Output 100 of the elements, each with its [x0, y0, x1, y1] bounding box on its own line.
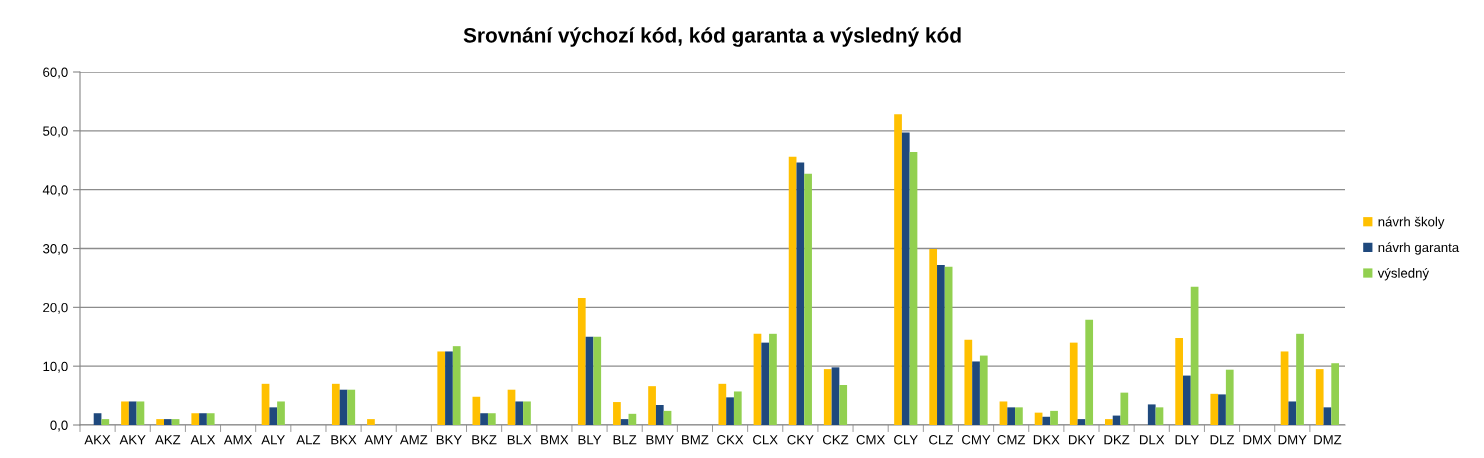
bar	[1069, 342, 1078, 425]
x-tick-label: DMX	[1243, 435, 1272, 445]
bar	[788, 156, 797, 425]
x-tick-label: BKZ	[472, 435, 497, 445]
x-tick-label: AMY	[364, 435, 393, 445]
x-tick-label: CKX	[717, 435, 744, 445]
bar	[507, 389, 516, 425]
y-tick-label: 50,0	[43, 126, 68, 138]
x-tick-label: DKX	[1033, 435, 1060, 445]
x-tick-label: CLY	[894, 435, 918, 445]
x-tick-label: BLY	[578, 435, 602, 445]
bar	[937, 264, 945, 425]
bar	[761, 342, 770, 425]
x-tick-label: ALZ	[296, 435, 321, 445]
x-tick-label: ALX	[190, 435, 216, 445]
chart-title: Srovnání výchozí kód, kód garanta a výsledný kód	[463, 27, 961, 47]
bar	[128, 401, 137, 425]
bar	[831, 367, 840, 425]
bar	[437, 351, 446, 425]
bar	[136, 401, 145, 425]
bar	[823, 369, 832, 425]
bar	[206, 413, 215, 425]
bar	[1331, 363, 1340, 425]
legend-label: návrh garanta	[1378, 242, 1460, 255]
x-tick-label: CLX	[753, 435, 778, 445]
y-tick-label: 40,0	[42, 185, 68, 197]
bar	[1288, 401, 1297, 425]
bar	[472, 396, 481, 425]
bar	[515, 401, 524, 425]
x-tick-label: AMX	[223, 435, 253, 445]
x-tick-label: BLX	[507, 435, 532, 445]
x-tick-label: CMX	[856, 435, 886, 445]
bar	[593, 336, 602, 425]
bar	[269, 407, 278, 425]
x-tick-label: DKZ	[1104, 435, 1130, 445]
bar	[585, 336, 594, 425]
bar	[1183, 375, 1191, 425]
x-tick-label: DMY	[1278, 435, 1307, 445]
bar	[1190, 286, 1199, 425]
bar	[93, 413, 102, 425]
x-tick-label: CMY	[962, 435, 991, 445]
bar	[101, 419, 110, 425]
bar	[487, 413, 496, 425]
bar	[339, 389, 348, 425]
bar	[620, 419, 629, 425]
x-tick-label: AMZ	[399, 435, 428, 445]
bar	[979, 355, 988, 425]
bar	[1007, 407, 1016, 425]
x-tick-label: DMZ	[1314, 435, 1342, 445]
bar	[733, 391, 742, 425]
bar	[452, 346, 461, 425]
bar	[1323, 407, 1332, 425]
x-tick-label: BLZ	[613, 435, 637, 445]
legend-label: návrh školy	[1378, 216, 1445, 230]
bar	[648, 386, 656, 425]
bar	[277, 401, 285, 425]
legend-label: výsledný	[1377, 267, 1430, 281]
x-tick-label: BMY	[646, 435, 674, 445]
x-tick-label: BKY	[436, 435, 462, 445]
bar	[261, 383, 270, 425]
x-tick-label: CKY	[787, 435, 814, 445]
x-tick-label: DLX	[1139, 435, 1165, 445]
bar	[191, 413, 200, 425]
bar	[753, 333, 762, 425]
x-tick-label: DLZ	[1210, 435, 1235, 445]
bar	[655, 405, 664, 425]
bar	[1175, 337, 1184, 425]
bar	[577, 297, 586, 425]
bar	[1296, 333, 1304, 425]
bar	[929, 249, 938, 425]
bar	[972, 361, 980, 425]
bar	[613, 402, 621, 425]
x-tick-label: AKX	[84, 435, 111, 445]
bar	[1218, 394, 1226, 425]
bar	[445, 351, 453, 425]
bar	[769, 333, 777, 425]
bar	[367, 419, 375, 425]
bar	[1280, 351, 1289, 425]
bar	[1050, 410, 1058, 425]
bar	[1077, 419, 1086, 425]
bar	[171, 419, 180, 425]
bar	[909, 152, 918, 425]
bar	[121, 401, 129, 425]
y-tick-label: 60,0	[43, 67, 68, 79]
bar	[1105, 419, 1113, 425]
x-tick-label: AKY	[119, 435, 146, 445]
bar	[199, 413, 207, 425]
bar	[964, 339, 973, 425]
bar	[1155, 407, 1164, 425]
bar	[1120, 392, 1129, 425]
bar	[1225, 369, 1234, 425]
x-tick-label: DLY	[1175, 435, 1199, 445]
y-tick-label: 10,0	[43, 361, 68, 373]
x-tick-label: CKZ	[822, 435, 849, 445]
bar	[1042, 416, 1051, 425]
bar	[804, 173, 812, 425]
bar	[523, 401, 531, 425]
bar	[331, 383, 340, 425]
x-tick-label: BKX	[331, 435, 357, 445]
y-tick-label: 0,0	[50, 420, 68, 432]
